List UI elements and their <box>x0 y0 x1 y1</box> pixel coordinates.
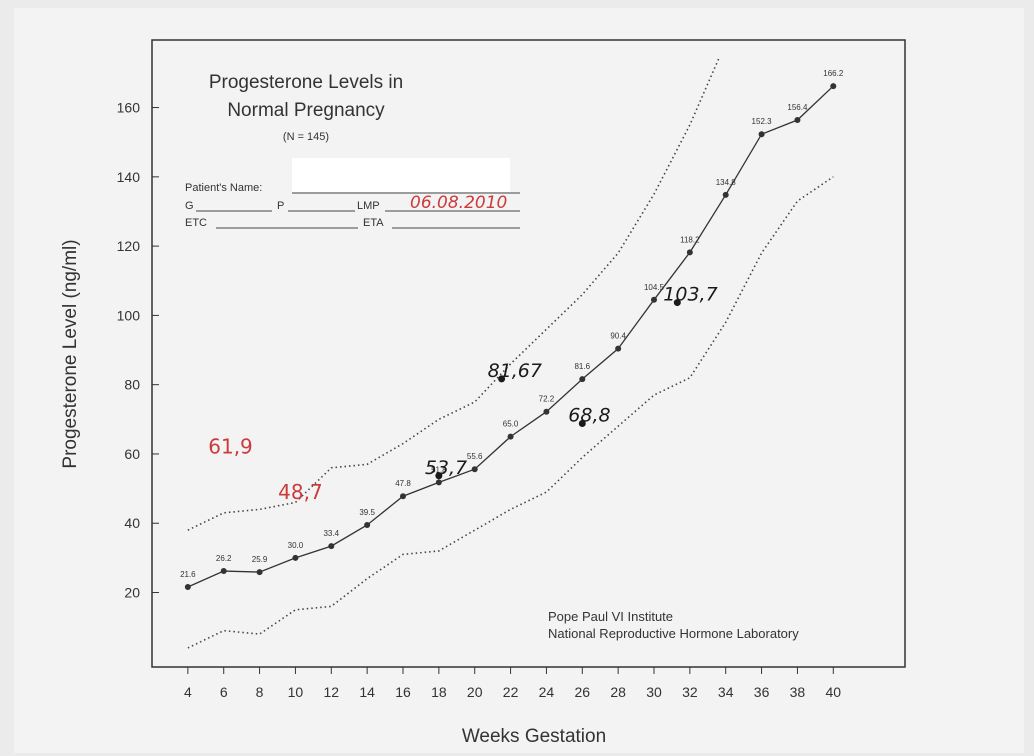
x-tick-label: 18 <box>431 684 447 700</box>
value-label: 118.2 <box>680 235 700 244</box>
point <box>794 117 800 123</box>
y-tick-label: 100 <box>117 307 141 323</box>
point <box>508 434 514 440</box>
value-label: 55.6 <box>467 452 483 461</box>
y-tick-label: 140 <box>117 169 141 185</box>
value-label: 30.0 <box>288 541 304 550</box>
point <box>615 346 621 352</box>
chart: Progesterone Levels in Normal Pregnancy … <box>0 0 1034 756</box>
value-label: 33.4 <box>323 529 339 538</box>
point <box>221 568 227 574</box>
y-tick-label: 160 <box>117 100 141 116</box>
source: National Reproductive Hormone Laboratory <box>548 626 799 641</box>
x-tick-label: 26 <box>574 684 590 700</box>
point <box>830 83 836 89</box>
point <box>400 493 406 499</box>
point <box>328 543 334 549</box>
point <box>472 466 478 472</box>
x-tick-label: 34 <box>718 684 734 700</box>
value-label: 26.2 <box>216 554 232 563</box>
chart-subtitle: (N = 145) <box>283 131 329 143</box>
point <box>292 555 298 561</box>
value-label: 104.5 <box>644 283 665 292</box>
form-label: LMP <box>357 200 380 212</box>
handwritten-label: 61,9 <box>208 434 253 458</box>
x-tick-label: 38 <box>790 684 806 700</box>
y-tick-label: 120 <box>117 238 141 254</box>
x-tick-label: 6 <box>220 684 228 700</box>
x-tick-label: 40 <box>825 684 841 700</box>
point <box>543 409 549 415</box>
point <box>436 479 442 485</box>
x-tick-label: 32 <box>682 684 698 700</box>
y-tick-label: 20 <box>124 585 140 601</box>
value-label: 21.6 <box>180 570 196 579</box>
y-axis-label: Progesterone Level (ng/ml) <box>60 239 81 468</box>
value-label: 166.2 <box>823 69 844 78</box>
x-tick-label: 16 <box>395 684 411 700</box>
x-tick-label: 28 <box>610 684 626 700</box>
value-label: 81.6 <box>574 362 590 371</box>
chart-title: Progesterone Levels in <box>209 72 403 93</box>
handwritten-label: 103,7 <box>663 284 717 306</box>
x-axis-label: Weeks Gestation <box>462 726 606 747</box>
x-tick-label: 12 <box>323 684 339 700</box>
x-tick-label: 24 <box>539 684 555 700</box>
value-label: 65.0 <box>503 420 519 429</box>
lmp-value: 06.08.2010 <box>410 193 507 213</box>
value-label: 72.2 <box>539 395 555 404</box>
handwritten-label: 68,8 <box>568 404 610 426</box>
y-tick-label: 60 <box>124 446 140 462</box>
handwritten-label: 53,7 <box>425 457 467 479</box>
x-tick-label: 14 <box>359 684 375 700</box>
form-label: Patient's Name: <box>185 182 262 194</box>
x-tick-label: 22 <box>503 684 519 700</box>
value-label: 39.5 <box>359 508 375 517</box>
form-label: ETA <box>363 217 384 229</box>
point <box>364 522 370 528</box>
point <box>723 192 729 198</box>
x-tick-label: 30 <box>646 684 662 700</box>
point <box>185 584 191 590</box>
redaction <box>292 158 510 192</box>
x-tick-label: 36 <box>754 684 770 700</box>
value-label: 152.3 <box>752 117 773 126</box>
source: Pope Paul VI Institute <box>548 609 673 624</box>
x-tick-label: 8 <box>256 684 264 700</box>
form-label: G <box>185 200 194 212</box>
handwritten-label: 48,7 <box>278 480 323 504</box>
point <box>651 297 657 303</box>
value-label: 134.8 <box>716 178 737 187</box>
y-tick-label: 80 <box>124 377 140 393</box>
form-label: P <box>277 200 284 212</box>
x-tick-label: 20 <box>467 684 483 700</box>
form-label: ETC <box>185 217 207 229</box>
value-label: 156.4 <box>787 103 808 112</box>
point <box>759 131 765 137</box>
x-tick-label: 4 <box>184 684 192 700</box>
point <box>579 376 585 382</box>
point <box>687 249 693 255</box>
point <box>257 569 263 575</box>
y-tick-label: 40 <box>124 515 140 531</box>
value-label: 47.8 <box>395 479 411 488</box>
x-tick-label: 10 <box>288 684 304 700</box>
handwritten-label: 81,67 <box>488 360 542 382</box>
chart-title: Normal Pregnancy <box>227 100 385 121</box>
value-label: 25.9 <box>252 555 268 564</box>
value-label: 90.4 <box>610 332 626 341</box>
